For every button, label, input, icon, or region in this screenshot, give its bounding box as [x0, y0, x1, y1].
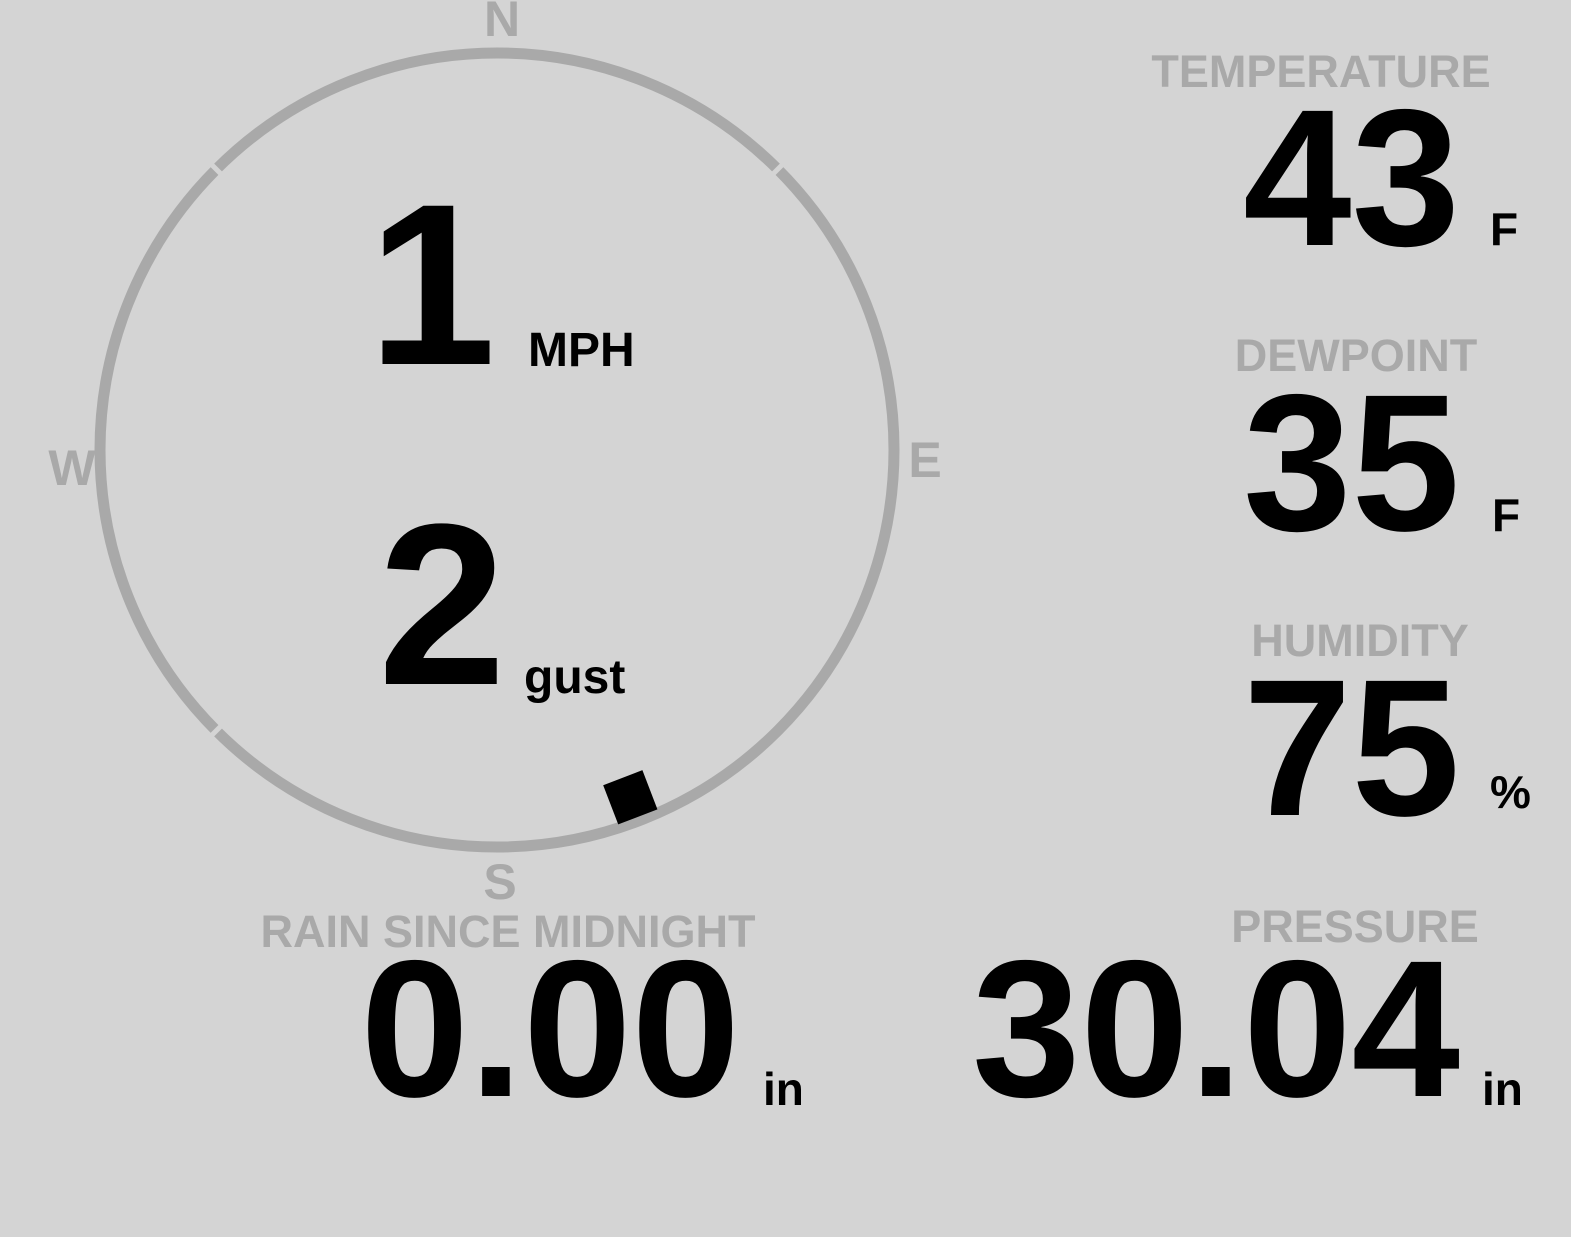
compass-tick-ne: [766, 157, 790, 181]
compass-label-north: N: [483, 0, 521, 47]
compass-label-south: S: [483, 854, 517, 910]
temperature-value: 43: [1243, 69, 1460, 287]
compass-label-west: W: [48, 440, 96, 496]
pressure-value: 30.04: [972, 920, 1460, 1138]
wind-gust-unit: gust: [524, 651, 626, 704]
pressure-label: PRESSURE: [1231, 901, 1479, 952]
wind-speed-value: 1: [368, 156, 496, 413]
rain-label: RAIN SINCE MIDNIGHT: [260, 906, 756, 957]
humidity-unit: %: [1490, 766, 1531, 818]
wind-direction-marker: [603, 770, 658, 825]
humidity-value: 75: [1243, 639, 1460, 857]
compass-ring: [94, 47, 900, 853]
compass-tick-nw: [204, 157, 228, 181]
dewpoint-label: DEWPOINT: [1234, 330, 1478, 381]
wind-gust-value: 2: [378, 476, 506, 733]
pressure-unit: in: [1482, 1063, 1523, 1115]
temperature-label: TEMPERATURE: [1151, 46, 1491, 97]
dewpoint-value: 35: [1243, 354, 1460, 572]
rain-value: 0.00: [360, 920, 740, 1138]
compass-label-east: E: [908, 432, 942, 488]
humidity-label: HUMIDITY: [1251, 615, 1469, 666]
dewpoint-unit: F: [1492, 489, 1521, 541]
temperature-unit: F: [1490, 203, 1519, 255]
rain-unit: in: [763, 1063, 804, 1115]
compass-tick-sw: [204, 719, 228, 743]
wind-speed-unit: MPH: [528, 324, 635, 377]
